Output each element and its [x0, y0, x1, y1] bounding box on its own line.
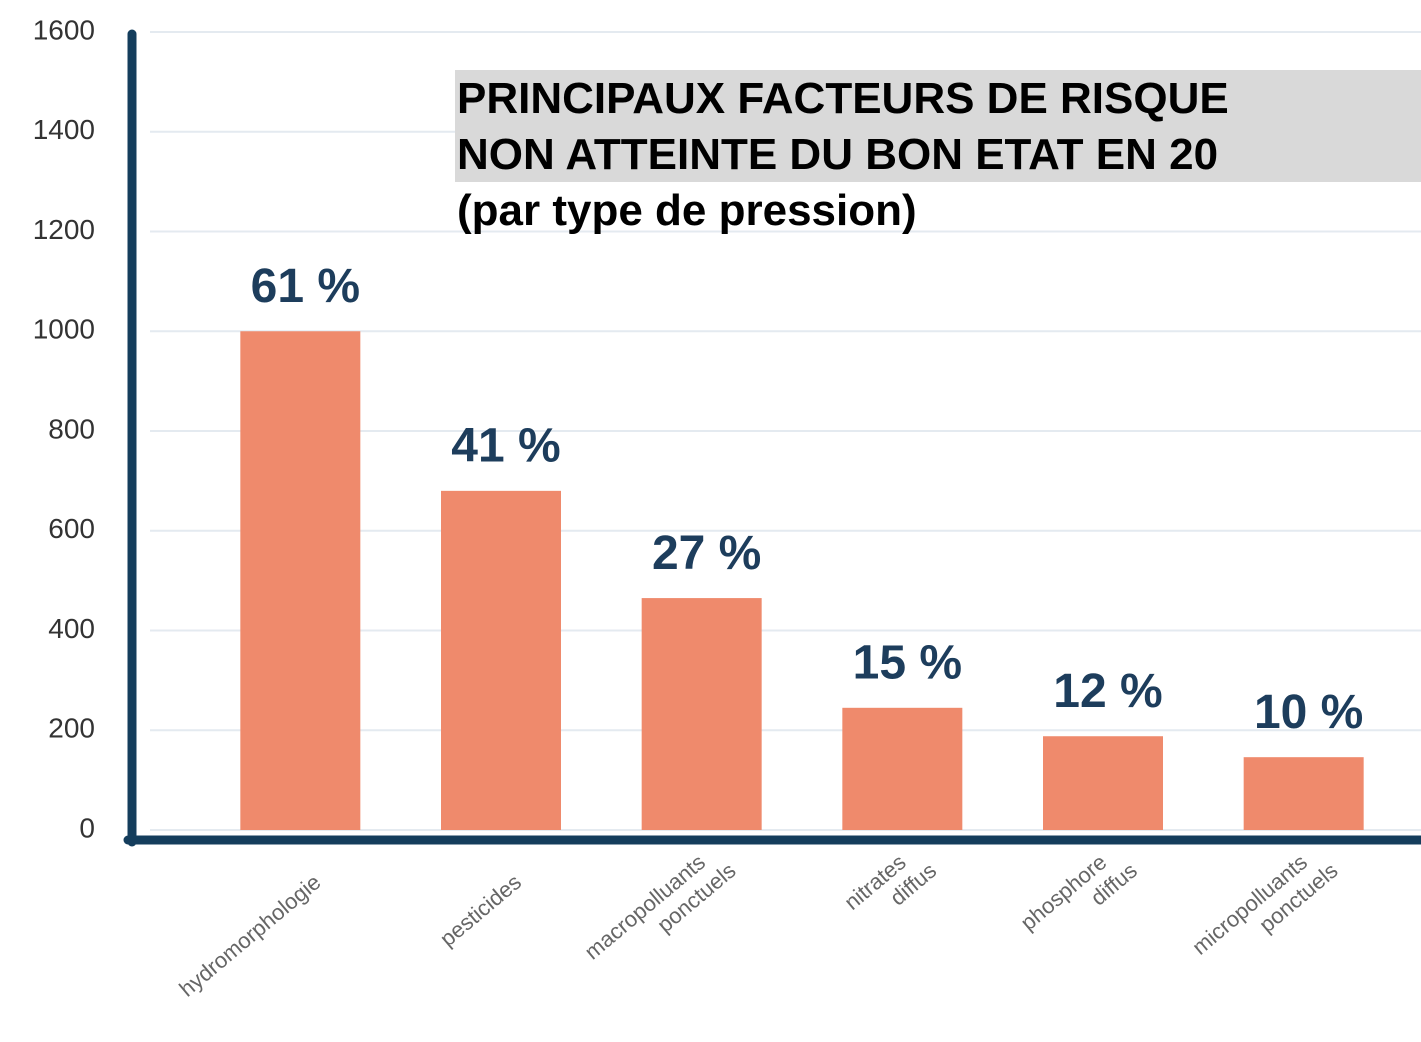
x-tick-label: pesticides: [435, 869, 526, 951]
y-tick-label: 400: [48, 613, 95, 644]
bar-annotation: 27 %: [652, 527, 761, 580]
x-tick-label: phosphorediffus: [1016, 838, 1142, 955]
x-tick-label: macropolluantsponctuels: [580, 838, 741, 985]
bar: [842, 707, 963, 830]
chart-title: PRINCIPAUX FACTEURS DE RISQUE: [457, 74, 1229, 123]
bar-annotation: 61 %: [251, 260, 360, 313]
bar: [1043, 736, 1163, 830]
x-tick-label: nitratesdiffus: [839, 838, 941, 935]
x-tick-label: micropolluantsponctuels: [1187, 838, 1342, 980]
y-tick-label: 1000: [33, 314, 95, 345]
chart-title: NON ATTEINTE DU BON ETAT EN 20: [457, 130, 1218, 179]
y-tick-label: 1600: [33, 14, 95, 45]
bar-annotation: 15 %: [853, 636, 962, 689]
x-tick-label-line: hydromorphologie: [174, 869, 325, 1001]
bar-annotation: 41 %: [451, 420, 560, 473]
bar: [1243, 757, 1364, 830]
y-tick-label: 0: [79, 812, 95, 843]
y-tick-label: 600: [48, 513, 95, 544]
y-tick-label: 1200: [33, 214, 95, 245]
x-tick-label: hydromorphologie: [174, 869, 325, 1001]
bar-annotation: 10 %: [1254, 686, 1363, 739]
bar-annotation: 12 %: [1053, 665, 1162, 718]
grid: [150, 31, 1421, 831]
x-tick-label-line: pesticides: [435, 869, 526, 951]
y-tick-label: 200: [48, 713, 95, 744]
y-tick-label: 800: [48, 413, 95, 444]
y-tick-label: 1400: [33, 114, 95, 145]
title-background: [455, 70, 1421, 182]
bar: [641, 598, 762, 830]
chart-subtitle: (par type de pression): [457, 186, 917, 235]
bar: [240, 331, 361, 830]
bar: [441, 490, 561, 830]
